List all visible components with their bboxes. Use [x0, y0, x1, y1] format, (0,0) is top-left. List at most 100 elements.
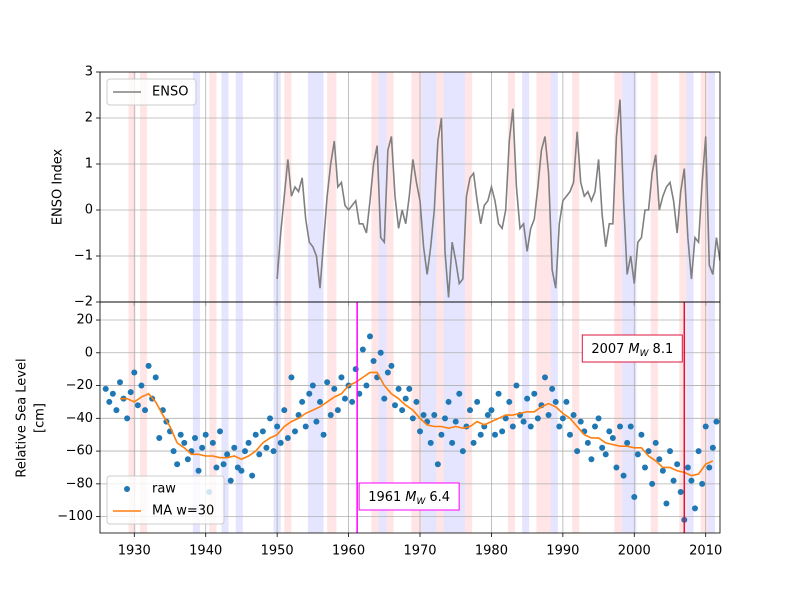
el-nino-band	[572, 302, 580, 533]
legend: raw MA w=30	[106, 475, 225, 525]
el-nino-band	[140, 302, 148, 533]
data-point	[245, 439, 252, 446]
el-nino-band	[371, 72, 379, 302]
data-point	[674, 461, 681, 468]
data-point	[156, 434, 163, 441]
data-point	[570, 412, 577, 419]
data-point	[470, 439, 477, 446]
data-point	[620, 472, 627, 479]
data-point	[545, 412, 552, 419]
data-point	[527, 423, 534, 430]
data-point	[713, 418, 720, 425]
data-point	[477, 431, 484, 438]
el-nino-band	[614, 302, 623, 533]
legend-label: MA w=30	[152, 504, 214, 519]
annotation-symbol: M	[405, 490, 416, 505]
data-point	[688, 477, 695, 484]
el-nino-band	[284, 72, 292, 302]
el-nino-band	[411, 72, 422, 302]
el-nino-band	[128, 72, 136, 302]
data-point	[652, 439, 659, 446]
annotation-magnitude: 8.1	[653, 342, 674, 357]
data-point	[631, 493, 638, 500]
legend: ENSO	[106, 78, 197, 106]
data-point	[263, 444, 270, 451]
data-point	[284, 434, 291, 441]
x-tick-label: 1980	[475, 544, 508, 559]
la-nina-band	[443, 302, 465, 533]
la-nina-band	[550, 72, 558, 302]
data-point	[599, 444, 606, 451]
data-point	[456, 390, 463, 397]
data-point	[513, 382, 520, 389]
data-point	[699, 480, 706, 487]
data-point	[649, 480, 656, 487]
data-point	[217, 428, 223, 435]
el-nino-band	[507, 302, 515, 533]
data-point	[109, 390, 116, 397]
data-point	[388, 362, 395, 369]
data-point	[467, 407, 473, 414]
data-point	[370, 357, 377, 364]
la-nina-band	[221, 72, 229, 302]
data-point	[702, 423, 709, 430]
data-point	[134, 402, 141, 409]
data-point	[495, 390, 502, 397]
annotation-text: 2007 MW 8.1	[591, 342, 673, 359]
la-nina-band	[378, 302, 387, 533]
data-point	[256, 451, 263, 458]
x-tick-label: 1930	[118, 544, 151, 559]
data-point	[317, 398, 323, 405]
data-point	[420, 412, 427, 419]
data-point	[417, 428, 423, 435]
el-nino-band	[436, 72, 444, 302]
la-nina-band	[235, 72, 243, 302]
data-point	[334, 407, 341, 414]
data-point	[656, 456, 663, 463]
data-point	[592, 423, 598, 430]
data-point	[242, 448, 248, 455]
data-point	[170, 448, 177, 455]
la-nina-band	[421, 302, 437, 533]
y-tick-label: −60	[66, 444, 93, 459]
data-point	[259, 428, 266, 435]
data-point	[327, 412, 334, 419]
el-nino-band	[209, 72, 217, 302]
data-point	[227, 477, 234, 484]
data-point	[152, 374, 159, 381]
annotation-magnitude: 6.4	[429, 490, 450, 505]
data-point	[252, 431, 259, 438]
data-point	[249, 472, 256, 479]
data-point	[281, 407, 288, 414]
data-point	[102, 385, 109, 392]
data-point	[277, 439, 284, 446]
el-nino-band	[284, 302, 292, 533]
data-point	[177, 431, 184, 438]
el-nino-band	[536, 72, 551, 302]
data-point	[342, 395, 348, 402]
data-point	[195, 467, 202, 474]
la-nina-band	[522, 302, 530, 533]
data-point	[602, 451, 609, 458]
data-point	[506, 398, 513, 405]
data-point	[106, 398, 113, 405]
data-point	[113, 407, 120, 414]
data-point	[577, 418, 584, 425]
data-point	[442, 415, 448, 422]
data-point	[706, 464, 713, 471]
data-point	[409, 415, 416, 422]
la-nina-band	[550, 302, 558, 533]
el-nino-band	[507, 72, 515, 302]
data-point	[552, 398, 559, 405]
x-tick-label: 1970	[403, 544, 436, 559]
data-point	[531, 390, 538, 397]
la-nina-band	[686, 72, 694, 302]
data-point	[138, 382, 145, 389]
el-nino-band	[327, 72, 337, 302]
data-point	[174, 461, 181, 468]
la-nina-band	[221, 302, 229, 533]
data-point	[449, 439, 456, 446]
data-point	[124, 415, 131, 422]
data-point	[542, 374, 548, 381]
